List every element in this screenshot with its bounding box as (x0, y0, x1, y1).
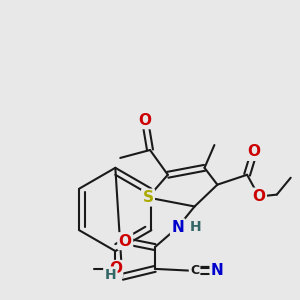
Text: O: O (253, 189, 266, 204)
Text: C: C (190, 264, 199, 278)
Text: S: S (142, 190, 154, 205)
Text: H: H (190, 220, 201, 234)
Text: N: N (211, 263, 224, 278)
Text: N: N (171, 220, 184, 235)
Text: H: H (105, 268, 116, 282)
Text: O: O (119, 234, 132, 249)
Text: O: O (109, 261, 122, 276)
Text: O: O (248, 145, 260, 160)
Text: O: O (139, 113, 152, 128)
